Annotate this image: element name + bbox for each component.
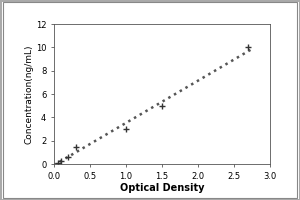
Y-axis label: Concentration(ng/mL): Concentration(ng/mL) — [24, 44, 33, 144]
X-axis label: Optical Density: Optical Density — [120, 183, 204, 193]
